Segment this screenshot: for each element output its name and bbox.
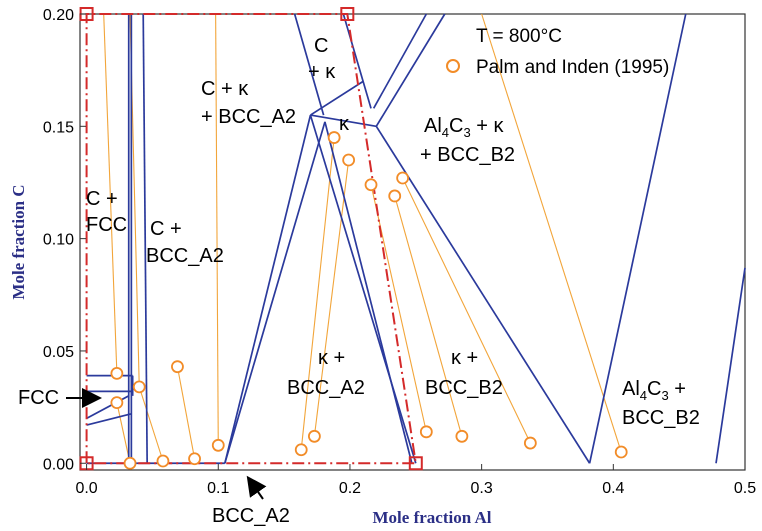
y-tick-label: 0.15 (43, 119, 74, 136)
phase-boundary-line (224, 114, 312, 464)
data-point (211, 438, 225, 452)
region-label-fcc: FCC (18, 387, 59, 409)
tie-lines (103, 13, 622, 464)
data-point (307, 429, 321, 443)
data-markers (110, 131, 628, 470)
phase-boundary-line (375, 125, 591, 464)
phase-boundary-line (588, 13, 687, 464)
data-point (455, 429, 469, 443)
tie-line (394, 195, 463, 437)
data-point (388, 189, 402, 203)
region-label-c-fcc: C + FCC (86, 188, 127, 236)
tie-line (103, 13, 118, 374)
region-label-c-kappa: C + κ (308, 35, 336, 83)
legend-label: Palm and Inden (1995) (476, 57, 669, 78)
region-label-c-kappa-bcc-a2: C + κ + BCC_A2 (201, 78, 296, 128)
phase-boundary-line (293, 13, 325, 116)
phase-boundary-line (86, 395, 130, 420)
phase-boundary-line (342, 13, 372, 109)
data-point (123, 456, 137, 470)
y-tick-label: 0.10 (43, 232, 74, 249)
phase-boundary-line (309, 114, 417, 464)
x-tick-label: 0.0 (75, 480, 97, 497)
legend-marker (446, 59, 460, 73)
highlight-outline (85, 13, 417, 465)
data-point (294, 443, 308, 457)
tie-line (138, 386, 164, 462)
region-label-al4c3-bcc-b2: Al4C3 + BCC_B2 (622, 378, 700, 429)
data-point (110, 367, 124, 380)
highlight-corner-marker (408, 456, 423, 471)
phase-boundary-line (715, 267, 746, 464)
tie-line (116, 402, 131, 464)
tie-line (370, 184, 427, 432)
phase-boundary-line (324, 121, 413, 464)
x-tick-label: 0.2 (339, 480, 361, 497)
phase-boundary-line (224, 121, 326, 464)
phase-boundary-line (86, 413, 132, 426)
region-label-bcc-a2-arrow: BCC_A2 (212, 505, 290, 527)
data-point (110, 396, 124, 410)
phase-boundary-line (310, 114, 377, 128)
tie-line (313, 159, 350, 437)
region-label-kappa: κ (339, 113, 350, 135)
data-point (327, 131, 341, 144)
bcc-a2-arrow (246, 475, 267, 500)
data-point (171, 360, 184, 374)
data-point (364, 178, 378, 192)
tie-line (176, 366, 196, 459)
region-label-c-bcc-a2: C + BCC_A2 (146, 218, 224, 267)
data-point (156, 454, 170, 468)
y-tick-label: 0.05 (43, 344, 74, 361)
data-point (396, 171, 410, 185)
x-tick-label: 0.3 (471, 480, 493, 497)
x-axis-title: Mole fraction Al (373, 508, 492, 527)
region-label-kappa-bcc-a2: κ + BCC_A2 (287, 347, 365, 399)
y-tick-label: 0.20 (43, 7, 74, 24)
region-label-al4c3-kappa-bcc-b2: Al4C3 + κ + BCC_B2 (420, 115, 515, 166)
tie-line (481, 13, 622, 453)
tie-line (300, 137, 335, 450)
x-tick-label: 0.1 (207, 480, 229, 497)
data-point (188, 452, 201, 466)
x-tick-label: 0.5 (734, 480, 756, 497)
tie-line (402, 177, 531, 444)
data-point (614, 445, 628, 459)
highlight-corner-marker (340, 7, 355, 21)
y-axis-title: Mole fraction C (9, 184, 28, 299)
data-point (523, 436, 537, 450)
y-tick-label: 0.00 (43, 456, 74, 473)
region-label-kappa-bcc-b2: κ + BCC_B2 (425, 347, 503, 399)
phase-boundary-line (142, 13, 149, 464)
x-tick-label: 0.4 (602, 480, 624, 497)
phase-boundary-line (309, 80, 364, 116)
data-point (132, 380, 146, 394)
data-point (342, 153, 356, 167)
phase-boundary-line (375, 13, 446, 127)
axis-ticks: 0.0 0.1 0.2 0.3 0.4 0.5 0.00 0.05 0.10 0.15 0.20 (43, 7, 756, 497)
tie-line (215, 13, 219, 446)
temperature-annotation: T = 800°C (476, 26, 562, 47)
data-point (419, 425, 433, 439)
phase-boundary-line (372, 13, 428, 109)
